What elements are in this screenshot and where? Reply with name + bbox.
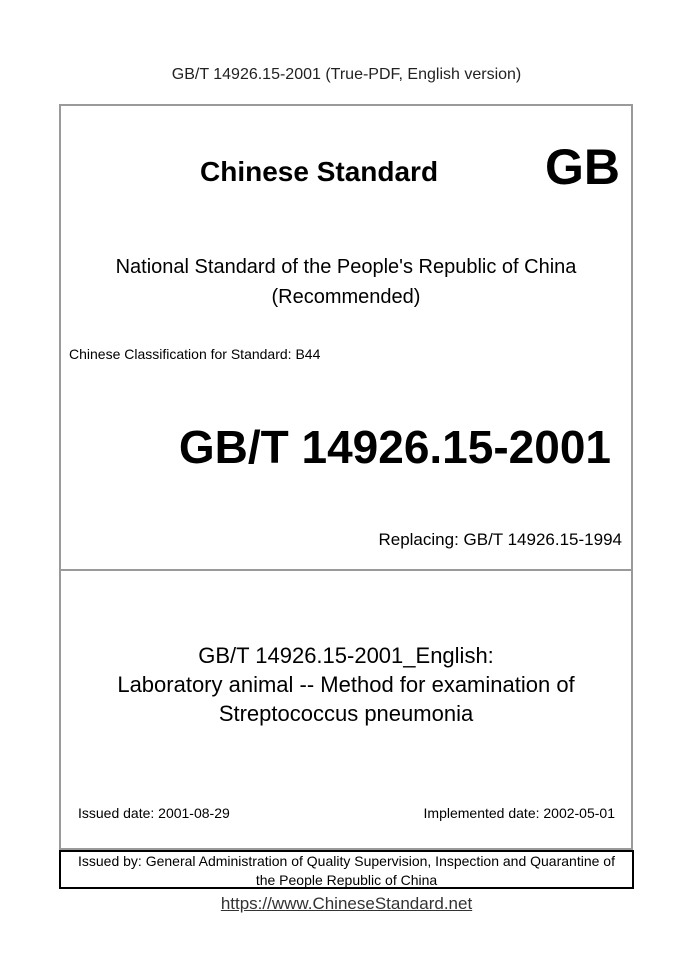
standard-code: GB/T 14926.15-2001 bbox=[178, 421, 611, 473]
replacing: Replacing: GB/T 14926.15-1994 bbox=[378, 530, 622, 549]
recommended-line: (Recommended) bbox=[271, 286, 421, 308]
cover-frame bbox=[59, 104, 633, 850]
gb-mark: GB bbox=[545, 139, 620, 195]
chinese-standard-heading: Chinese Standard bbox=[200, 156, 439, 187]
classification: Chinese Classification for Standard: B44 bbox=[69, 346, 321, 362]
title-line: Streptococcus pneumonia bbox=[218, 701, 474, 726]
issued-by-box: Issued by: General Administration of Qua… bbox=[59, 850, 634, 889]
website-link[interactable]: https://www.ChineseStandard.net bbox=[220, 894, 473, 913]
issued-by-line: Issued by: General Administration of Qua… bbox=[78, 853, 615, 869]
issued-by-line: the People Republic of China bbox=[255, 872, 438, 888]
title-line: GB/T 14926.15-2001_English: bbox=[198, 643, 494, 668]
page-header: GB/T 14926.15-2001 (True-PDF, English ve… bbox=[171, 66, 522, 83]
issued-date: Issued date: 2001-08-29 bbox=[78, 805, 230, 821]
title-line: Laboratory animal -- Method for examinat… bbox=[117, 672, 575, 697]
implemented-date: Implemented date: 2002-05-01 bbox=[423, 805, 615, 821]
national-standard-line: National Standard of the People's Republ… bbox=[115, 256, 577, 278]
divider bbox=[59, 569, 633, 571]
